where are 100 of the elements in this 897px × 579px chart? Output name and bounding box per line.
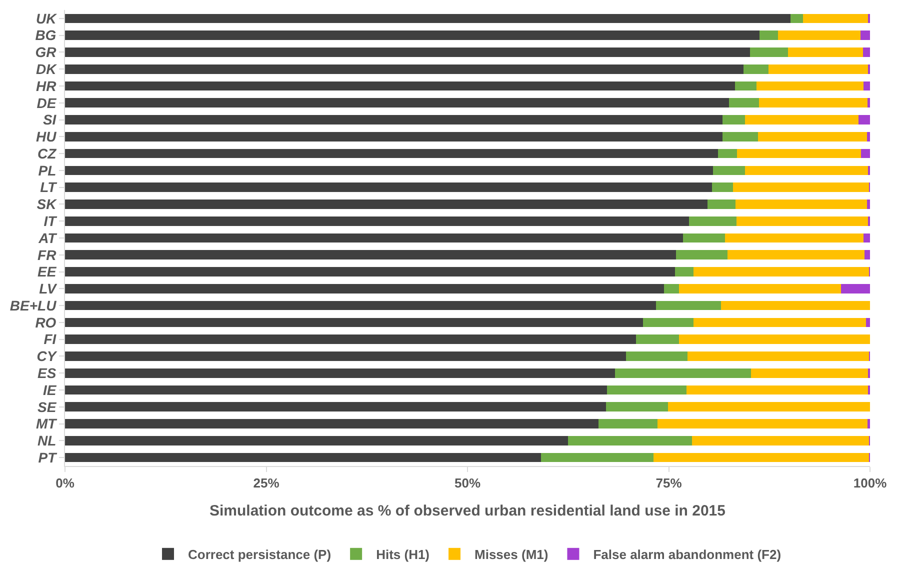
bar [598, 419, 658, 428]
bar [737, 148, 862, 158]
bar [866, 318, 870, 328]
bar [65, 14, 790, 24]
bar [65, 334, 636, 344]
y-tick-label: AT [38, 230, 58, 246]
y-tick-label: CZ [38, 145, 57, 162]
bar [65, 148, 718, 158]
bar [745, 166, 868, 176]
bar [734, 81, 756, 91]
y-tick-label: FI [44, 331, 58, 348]
bar [65, 81, 735, 91]
bar [65, 318, 643, 328]
y-tick-label: NL [38, 432, 56, 449]
bar [866, 200, 870, 209]
bar [768, 64, 868, 74]
bar [864, 81, 870, 91]
legend-label: Hits (H1) [376, 546, 430, 562]
legend-label: False alarm abandonment (F2) [593, 546, 782, 562]
bar [683, 233, 726, 243]
bar [65, 436, 568, 446]
bar [540, 452, 654, 462]
bar [65, 267, 676, 276]
bar [722, 115, 746, 124]
bar [65, 48, 750, 57]
bar [614, 368, 751, 378]
y-tick-label: CY [36, 348, 58, 364]
bar [65, 385, 607, 395]
legend-label: Correct persistance (P) [188, 546, 332, 562]
bar [750, 368, 868, 378]
y-tick-label: IE [42, 382, 57, 398]
bar [65, 182, 712, 192]
y-tick-label: BE+LU [10, 297, 58, 314]
bar [65, 132, 723, 142]
bar [864, 233, 870, 243]
bar [653, 452, 870, 462]
x-tick-label: 75% [656, 476, 682, 491]
y-tick-label: UK [36, 10, 58, 26]
y-tick-label: SK [36, 196, 58, 212]
y-tick-label: LV [39, 280, 58, 297]
bar [718, 148, 738, 158]
bar [676, 250, 728, 260]
bar [65, 402, 606, 412]
bar [694, 267, 870, 276]
y-tick-label: BG [35, 27, 56, 44]
bar [657, 419, 868, 428]
x-tick-label: 0% [56, 476, 75, 491]
bar [664, 284, 680, 294]
y-tick-label: ES [38, 365, 57, 382]
bar [722, 132, 758, 142]
bar [686, 385, 868, 395]
bar [675, 267, 694, 276]
bar [65, 30, 760, 40]
bar [65, 115, 723, 124]
bar [606, 385, 686, 395]
bar [744, 64, 769, 74]
bar [860, 30, 870, 40]
bar [65, 200, 708, 209]
bar [861, 148, 870, 158]
y-tick-label: HR [36, 78, 58, 94]
bar [692, 436, 870, 446]
bar [65, 233, 684, 243]
y-tick-label: EE [38, 264, 57, 280]
bar [656, 300, 722, 310]
bar [65, 452, 541, 462]
bar [65, 284, 664, 294]
x-tick-label: 25% [253, 476, 280, 491]
x-tick-label: 50% [454, 476, 481, 491]
bar [803, 14, 868, 24]
y-tick-label: PL [38, 162, 56, 178]
y-tick-label: DK [36, 61, 58, 78]
bar [736, 216, 868, 226]
y-tick-label: SE [38, 398, 57, 415]
bar [679, 284, 842, 294]
y-tick-label: RO [35, 314, 56, 330]
bar [642, 318, 694, 328]
bar [758, 132, 867, 142]
bar [841, 284, 870, 294]
bar [687, 352, 870, 361]
bar [725, 233, 864, 243]
y-tick-label: IT [44, 213, 58, 230]
y-tick-label: FR [38, 246, 58, 263]
y-tick-label: LT [40, 179, 58, 196]
bar [679, 334, 870, 344]
y-tick-label: MT [36, 416, 58, 432]
bar [790, 14, 804, 24]
bar [694, 318, 866, 328]
bar [758, 98, 868, 108]
x-tick-label: 100% [853, 476, 888, 491]
bar [713, 166, 746, 176]
bar [65, 98, 730, 108]
bar [721, 300, 870, 310]
bar [778, 30, 860, 40]
bar [65, 166, 714, 176]
y-tick-label: GR [35, 44, 58, 60]
bar [729, 98, 759, 108]
bar [866, 132, 870, 142]
bar [756, 81, 864, 91]
bar [728, 250, 864, 260]
bar [636, 334, 680, 344]
